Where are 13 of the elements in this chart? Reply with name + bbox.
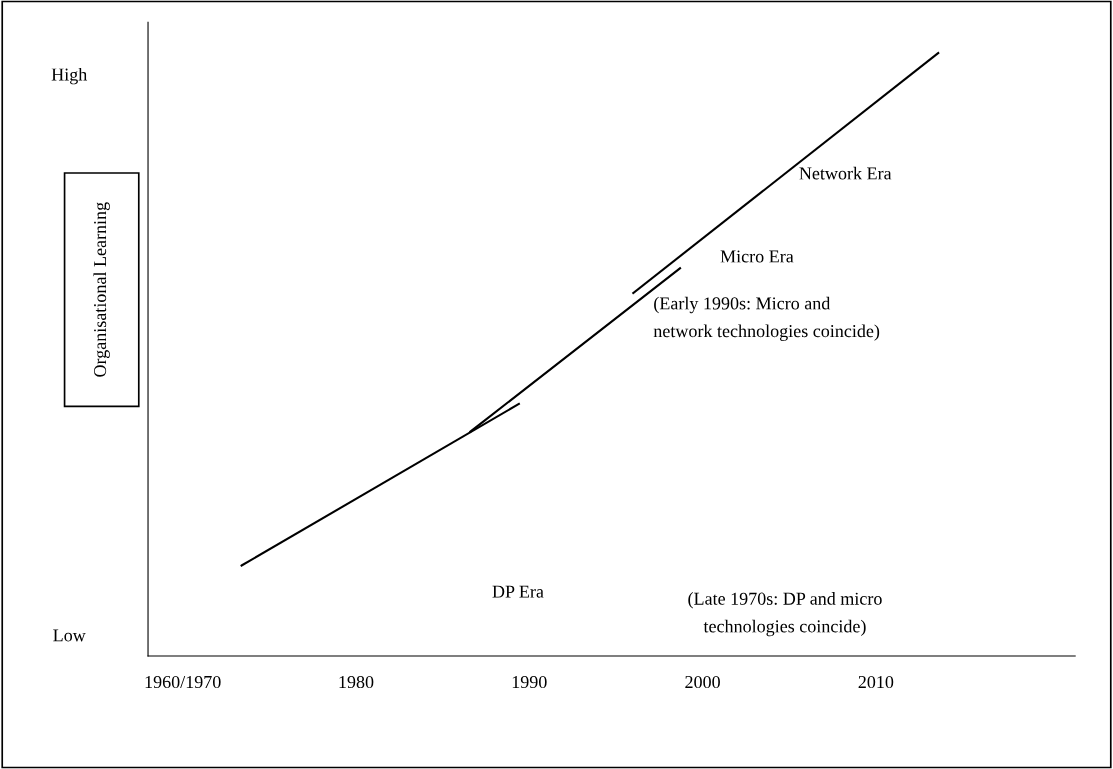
annotation: (Early 1990s: Micro and network technologies coincide) [653,296,880,341]
x-tick-label: 1990 [512,675,547,689]
x-tick-label: 1980 [339,675,374,689]
annotation: Micro Era [720,250,794,263]
text: Low [53,629,86,642]
x-tick-label: 2000 [685,675,720,689]
annotation: DP Era [492,585,544,598]
x-tick-label: 1960/1970 [145,675,221,689]
text: High [51,67,88,85]
annotation: Network Era [799,166,892,180]
annotation: (Late 1970s: DP and micro technologies coincide) [688,592,882,637]
x-tick-label: 2010 [858,675,894,689]
y-axis-title: Organisational Learning [93,202,110,377]
